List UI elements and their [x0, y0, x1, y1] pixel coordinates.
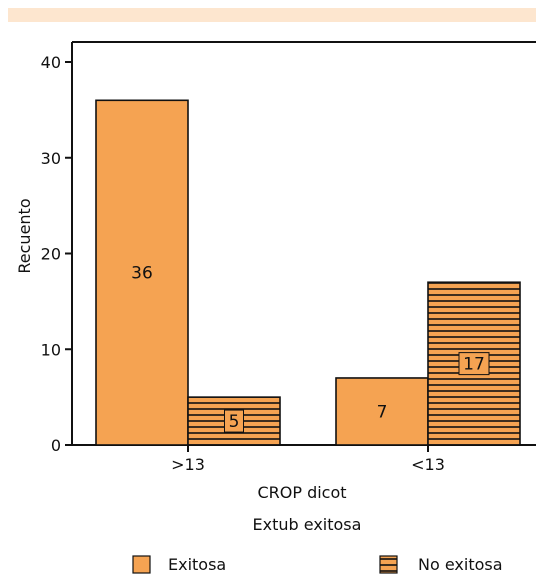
data-label-box	[224, 409, 244, 433]
bar-exitosa-0	[95, 99, 189, 446]
y-tick-label: 30	[41, 149, 61, 168]
data-labels: 36 5 7 17	[131, 264, 490, 433]
bars	[95, 99, 521, 446]
y-axis-title: Recuento	[15, 198, 34, 273]
y-axis-ticks: 0 10 20 30 40	[41, 53, 72, 455]
data-label-box	[458, 352, 490, 376]
legend-swatch-no-exitosa	[379, 555, 398, 574]
x-tick-label: <13	[411, 455, 445, 474]
y-tick-label: 0	[51, 436, 61, 455]
x-axis-title: CROP dicot	[257, 483, 346, 502]
y-tick-label: 40	[41, 53, 61, 72]
legend: Extub exitosa Exitosa No exitosa	[132, 515, 503, 574]
legend-label-exitosa: Exitosa	[168, 555, 226, 574]
data-label: 36	[131, 264, 153, 284]
data-label: 7	[377, 402, 388, 422]
y-tick-label: 20	[41, 245, 61, 264]
data-label: 5	[229, 412, 240, 432]
y-tick-label: 10	[41, 340, 61, 359]
legend-title: Extub exitosa	[253, 515, 362, 534]
data-label: 17	[463, 355, 485, 375]
x-tick-label: >13	[171, 455, 205, 474]
legend-label-no-exitosa: No exitosa	[418, 555, 503, 574]
x-axis-ticks: >13 <13	[171, 445, 445, 474]
top-banner	[8, 8, 536, 22]
legend-swatch-exitosa	[132, 555, 151, 574]
